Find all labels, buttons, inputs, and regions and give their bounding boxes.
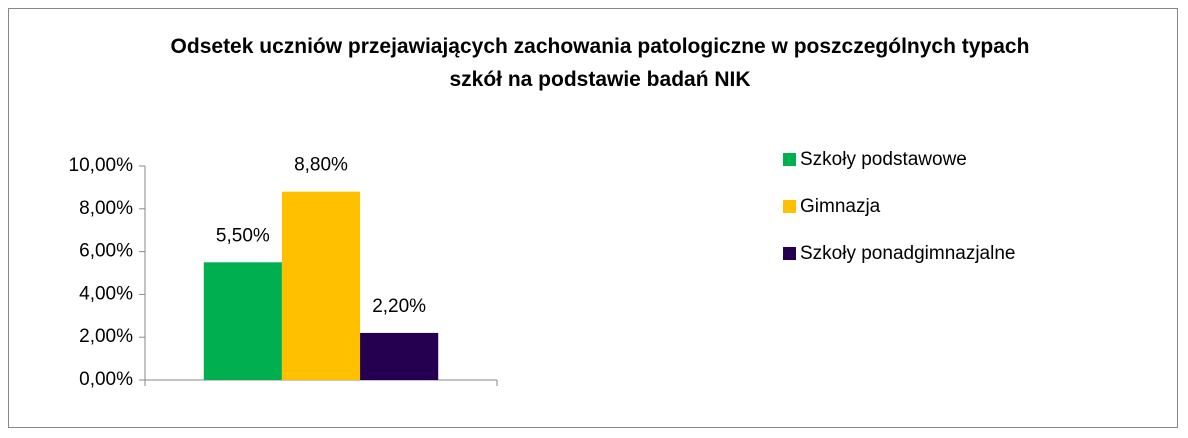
chart-frame xyxy=(8,8,1178,428)
y-tick-label: 6,00% xyxy=(79,241,133,262)
y-tick-label: 4,00% xyxy=(79,283,133,304)
bar xyxy=(281,191,361,380)
legend-label: Szkoły ponadgimnazjalne xyxy=(800,243,1015,264)
legend-label: Szkoły podstawowe xyxy=(800,149,967,170)
data-label: 5,50% xyxy=(216,225,270,246)
legend-swatch xyxy=(783,247,796,260)
y-tick-label: 0,00% xyxy=(79,369,133,390)
legend-swatch xyxy=(783,200,796,213)
legend-swatch xyxy=(783,153,796,166)
y-tick-label: 2,00% xyxy=(79,326,133,347)
bar xyxy=(203,262,282,380)
y-tick-label: 10,00% xyxy=(69,155,134,176)
data-label: 2,20% xyxy=(372,296,426,317)
data-label: 8,80% xyxy=(294,155,348,176)
chart-title: Odsetek uczniów przejawiających zachowan… xyxy=(170,35,1030,91)
y-tick-label: 8,00% xyxy=(79,198,133,219)
bar xyxy=(360,332,439,380)
legend-label: Gimnazja xyxy=(800,196,881,217)
